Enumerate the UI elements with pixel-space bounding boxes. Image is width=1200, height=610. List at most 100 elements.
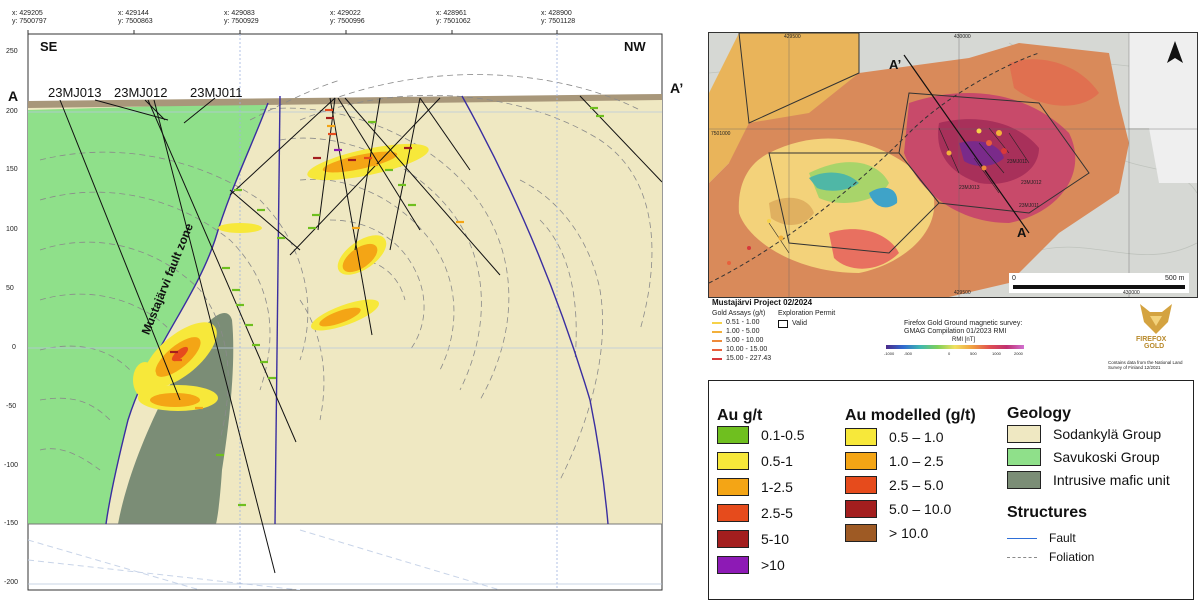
elevation-label-m200: -200 — [4, 579, 19, 586]
brand-name-gold: GOLD — [1144, 343, 1165, 350]
below-section-hatch — [28, 529, 501, 590]
au-modelled-swatch — [845, 500, 877, 518]
map-section-a-prime: A’ — [889, 57, 902, 72]
main-legend: Au g/t 0.1-0.5 0.5-1 1-2.5 2.5-5 5-10 >1… — [708, 380, 1194, 600]
savukoski-group-unit — [28, 103, 268, 524]
coord-x-4: x: 429022 — [330, 10, 361, 17]
geology-legend-item: Intrusive mafic unit — [1007, 470, 1170, 490]
project-title: Mustajärvi Project 02/2024 — [712, 298, 813, 307]
elevation-label-50: 50 — [6, 285, 14, 292]
coord-x-1: x: 429205 — [12, 10, 43, 17]
coord-y-5: y: 7501062 — [436, 18, 471, 25]
scale-label-end: 500 m — [1165, 275, 1185, 282]
x-axis-ticks — [27, 30, 558, 34]
au-swatch — [717, 478, 749, 496]
fault-line-icon — [1007, 537, 1037, 539]
au-legend-item: 0.1-0.5 — [717, 425, 805, 445]
map-legend: Mustajärvi Project 02/2024 Gold Assays (… — [708, 298, 1196, 374]
au-legend-item: 1-2.5 — [717, 477, 793, 497]
au-modelled-swatch — [845, 452, 877, 470]
au-modelled-legend-title: Au modelled (g/t) — [845, 407, 976, 424]
map-grid-top-2: 430000 — [954, 34, 971, 40]
coord-header-6: x: 428900 y: 7501128 — [541, 10, 575, 26]
geology-legend-title: Geology — [1007, 405, 1072, 422]
gold-assay-item: 15.00 - 227.43 — [712, 355, 822, 363]
built-area-1 — [1129, 33, 1197, 128]
au-swatch — [717, 452, 749, 470]
survey-line-2: GMAG Compilation 01/2023 RMI — [904, 328, 1007, 335]
overburden-band — [28, 94, 662, 108]
permit-item: Valid — [792, 320, 808, 327]
rmi-tick: -1000 — [884, 351, 895, 356]
au-modelled-legend-item: 2.5 – 5.0 — [845, 475, 944, 495]
coord-y-3: y: 7500929 — [224, 18, 259, 25]
coord-header-5: x: 428961 y: 7501062 — [436, 10, 471, 26]
permit-title: Exploration Permit — [778, 310, 836, 317]
brand-name: FIREFOX — [1136, 336, 1167, 343]
geology-swatch — [1007, 425, 1041, 443]
map-assay-points — [727, 128, 1007, 265]
coord-header-1: x: 429205 y: 7500797 — [12, 10, 47, 26]
permit-swatch — [778, 320, 788, 328]
map-hole-label-4: 23MJ011 — [1019, 203, 1040, 209]
map-grid-left: 7501000 — [711, 131, 731, 137]
au-modelled-legend-item: 0.5 – 1.0 — [845, 427, 944, 447]
coord-x-3: x: 429083 — [224, 10, 255, 17]
coord-y-2: y: 7500863 — [118, 18, 153, 25]
geology-swatch — [1007, 471, 1041, 489]
au-modelled-swatch — [845, 476, 877, 494]
plan-map-canvas — [709, 33, 1197, 297]
map-grid-top-1: 429500 — [784, 34, 801, 40]
elevation-label-m150: -150 — [4, 520, 19, 527]
drillhole-label-23mj012: 23MJ012 — [114, 85, 168, 100]
permit-outlines — [738, 33, 1090, 254]
au-swatch — [717, 504, 749, 522]
map-hole-label-2: 23MJ012 — [1021, 180, 1042, 186]
coord-y-4: y: 7500996 — [330, 18, 365, 25]
au-legend-title: Au g/t — [717, 407, 763, 424]
rmi-label: RMI [nT] — [952, 337, 976, 343]
foliation-lines — [39, 74, 653, 481]
gold-assay-item: 10.00 - 15.00 — [712, 346, 822, 354]
rmi-tick: -500 — [904, 351, 913, 356]
coord-y-1: y: 7500797 — [12, 18, 47, 25]
foliation-line-icon — [1007, 556, 1037, 558]
coord-x-5: x: 428961 — [436, 10, 467, 17]
hole-callouts — [94, 97, 216, 124]
elevation-label-100: 100 — [6, 226, 18, 233]
elevation-label-0: 0 — [12, 344, 16, 351]
rmi-color-ramp — [886, 345, 1024, 349]
gold-assay-item: 0.51 - 1.00 — [712, 319, 822, 327]
coord-x-6: x: 428900 — [541, 10, 572, 17]
au-modelled-swatch — [845, 428, 877, 446]
section-label-se: SE — [40, 39, 58, 54]
au-legend-item: 5-10 — [717, 529, 789, 549]
scale-label-start: 0 — [1012, 275, 1016, 282]
rmi-tick: 0 — [948, 351, 951, 356]
au-legend-item: 0.5-1 — [717, 451, 793, 471]
section-end-a-prime: A’ — [670, 80, 684, 96]
gold-assays-title: Gold Assays (g/t) — [712, 310, 766, 317]
plan-map[interactable]: 429500 430000 429500 430000 7501000 A’ A… — [708, 32, 1198, 298]
firefox-gold-logo-icon — [1140, 304, 1172, 334]
au-legend-item: 2.5-5 — [717, 503, 793, 523]
rmi-tick: 1000 — [992, 351, 1001, 356]
au-swatch — [717, 530, 749, 548]
elevation-gridlines — [28, 111, 662, 585]
map-section-a: A — [1017, 225, 1027, 240]
au-modelled-legend-item: 1.0 – 2.5 — [845, 451, 944, 471]
coord-header-3: x: 429083 y: 7500929 — [224, 10, 259, 26]
cross-section-canvas — [27, 30, 663, 591]
section-end-a: A — [8, 88, 19, 104]
au-swatch — [717, 556, 749, 574]
intrusive-mafic-unit — [118, 312, 234, 524]
au-legend-item: >10 — [717, 555, 785, 575]
structure-legend-item: Fault — [1007, 528, 1076, 548]
cross-section: x: 429205 y: 7500797 x: 429144 y: 750086… — [4, 10, 684, 591]
map-hole-label-3: 23MJ013 — [959, 185, 980, 191]
coord-header-4: x: 429022 y: 7500996 — [330, 10, 365, 26]
coord-x-2: x: 429144 — [118, 10, 149, 17]
au-modelled-legend-item: 5.0 – 10.0 — [845, 499, 951, 519]
survey-line-1: Firefox Gold Ground magnetic survey: — [904, 320, 1023, 327]
au-swatch — [717, 426, 749, 444]
